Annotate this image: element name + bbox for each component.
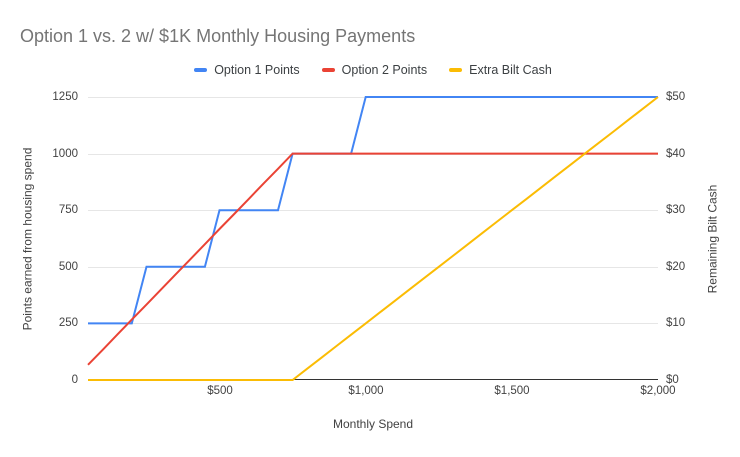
left-axis-title: Points earned from housing spend: [20, 147, 35, 331]
right-tick-40: $40: [666, 148, 686, 160]
legend-swatch-option-1-points: [194, 68, 208, 72]
legend-item-option-2-points[interactable]: Option 2 Points: [321, 63, 428, 77]
legend-swatch-extra-bilt-cash: [449, 68, 463, 72]
right-tick-50: $50: [666, 91, 686, 103]
legend-item-option-1-points[interactable]: Option 1 Points: [194, 63, 300, 77]
right-tick-20: $20: [666, 261, 686, 273]
right-axis-title: Remaining Bilt Cash: [705, 184, 720, 294]
series-line-option-1-points[interactable]: [88, 96, 658, 325]
legend-label-option-1-points: Option 1 Points: [214, 63, 300, 77]
gridline-500: [88, 267, 658, 268]
chart-title: Option 1 vs. 2 w/ $1K Monthly Housing Pa…: [20, 26, 416, 46]
left-tick-1000: 1000: [52, 148, 78, 160]
x-tick-1000: $1,000: [348, 385, 384, 397]
x-axis-line: [88, 379, 658, 380]
left-tick-750: 750: [58, 204, 78, 216]
left-tick-250: 250: [58, 317, 78, 329]
left-tick-500: 500: [58, 261, 78, 273]
legend-label-extra-bilt-cash: Extra Bilt Cash: [469, 63, 552, 77]
series-line-extra-bilt-cash[interactable]: [88, 96, 659, 381]
right-tick-30: $30: [666, 204, 686, 216]
x-tick-2000: $2,000: [640, 385, 676, 397]
legend-swatch-option-2-points: [321, 68, 335, 72]
left-tick-1250: 1250: [52, 91, 78, 103]
gridline-750: [88, 210, 658, 211]
plot-lines: [87, 96, 659, 381]
right-tick-10: $10: [666, 317, 686, 329]
plot-area[interactable]: [87, 96, 659, 381]
right-tick-0: $0: [666, 374, 679, 386]
x-tick-500: $500: [207, 385, 233, 397]
x-tick-1500: $1,500: [494, 385, 530, 397]
left-tick-0: 0: [71, 374, 78, 386]
gridline-250: [88, 323, 658, 324]
x-axis-title: Monthly Spend: [332, 417, 414, 431]
series-line-option-2-points[interactable]: [87, 152, 658, 366]
legend-item-extra-bilt-cash[interactable]: Extra Bilt Cash: [449, 63, 552, 77]
legend-label-option-2-points: Option 2 Points: [341, 63, 428, 77]
legend: Option 1 Points Option 2 Points Extra Bi…: [88, 62, 658, 78]
